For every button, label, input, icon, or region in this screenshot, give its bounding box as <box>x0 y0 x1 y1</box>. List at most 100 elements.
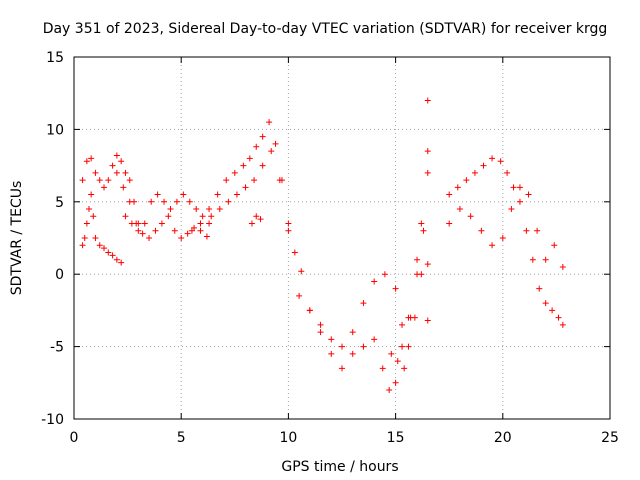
data-point <box>88 191 95 198</box>
data-point <box>399 321 406 328</box>
data-point <box>463 177 470 184</box>
data-point <box>246 155 253 162</box>
data-point <box>101 184 108 191</box>
data-point <box>188 227 195 234</box>
data-point <box>180 191 187 198</box>
x-axis-label: GPS time / hours <box>281 459 398 475</box>
data-point <box>105 249 112 256</box>
data-point <box>467 213 474 220</box>
data-point <box>371 278 378 285</box>
data-point <box>178 235 185 241</box>
data-point <box>446 220 453 227</box>
data-point <box>118 259 125 266</box>
data-point <box>559 321 566 328</box>
series-arc-H <box>306 227 427 394</box>
data-point <box>551 242 558 249</box>
data-point <box>349 350 356 357</box>
data-point <box>154 191 161 198</box>
y-tick-label: -5 <box>50 340 64 356</box>
data-point <box>392 285 399 292</box>
data-point <box>152 227 159 234</box>
x-tick-label: 10 <box>279 430 297 446</box>
data-point <box>306 307 313 314</box>
data-point <box>317 321 324 328</box>
series-arc-B <box>79 191 125 266</box>
data-points <box>79 97 566 394</box>
data-point <box>508 206 515 213</box>
data-point <box>424 261 431 268</box>
data-point <box>536 285 543 292</box>
data-point <box>113 256 120 263</box>
data-point <box>328 350 335 357</box>
data-point <box>81 235 88 241</box>
series-arc-C <box>122 191 213 234</box>
plot-frame <box>73 56 611 420</box>
data-point <box>214 191 221 198</box>
series-arc-F <box>208 148 305 275</box>
data-point <box>559 263 566 270</box>
data-point <box>173 198 180 205</box>
data-point <box>171 227 178 234</box>
data-point <box>248 220 255 227</box>
data-point <box>471 169 478 176</box>
data-point <box>388 350 395 357</box>
data-point <box>199 213 206 220</box>
series-arc-L <box>248 213 264 227</box>
x-tick-label: 0 <box>70 430 79 446</box>
data-point <box>424 97 431 104</box>
data-point <box>251 177 258 184</box>
data-point <box>253 143 260 150</box>
data-point <box>516 198 523 205</box>
axis-ticks: 0 5 10 15 20 25 -10 -5 0 5 10 15 <box>41 50 619 446</box>
x-tick-label: 20 <box>494 430 512 446</box>
data-point <box>101 245 108 252</box>
data-point <box>499 235 506 241</box>
data-point <box>242 184 249 191</box>
data-point <box>109 162 116 169</box>
data-point <box>381 271 388 278</box>
data-point <box>96 242 103 249</box>
data-point <box>405 343 412 350</box>
data-point <box>197 227 204 234</box>
data-point <box>510 184 517 191</box>
data-point <box>549 307 556 314</box>
data-point <box>516 184 523 191</box>
data-point <box>542 256 549 263</box>
data-point <box>105 177 112 184</box>
data-point <box>497 158 504 165</box>
data-point <box>92 169 99 176</box>
data-point <box>478 227 485 234</box>
data-point <box>339 343 345 350</box>
data-point <box>165 213 172 220</box>
data-point <box>90 213 97 220</box>
data-point <box>414 256 421 263</box>
data-point <box>92 235 99 241</box>
data-point <box>291 249 298 256</box>
data-point <box>253 213 260 220</box>
data-point <box>83 220 90 227</box>
data-point <box>534 227 541 234</box>
series-outliers <box>424 97 431 324</box>
data-point <box>208 213 215 220</box>
data-point <box>141 220 148 227</box>
data-point <box>418 220 425 227</box>
y-tick-label: 0 <box>55 267 64 283</box>
data-point <box>133 220 140 227</box>
data-point <box>401 365 408 372</box>
data-point <box>79 242 86 249</box>
data-point <box>285 227 292 234</box>
x-tick-label: 15 <box>387 430 405 446</box>
data-point <box>120 184 127 191</box>
grid-lines <box>74 57 610 419</box>
data-point <box>122 169 129 176</box>
y-axis-label: SDTVAR / TECUs <box>9 181 25 296</box>
data-point <box>240 162 247 169</box>
data-point <box>203 233 210 240</box>
data-point <box>233 191 240 198</box>
data-point <box>542 300 549 307</box>
data-point <box>126 177 133 184</box>
data-point <box>113 152 120 159</box>
data-point <box>285 220 292 227</box>
data-point <box>186 198 193 205</box>
